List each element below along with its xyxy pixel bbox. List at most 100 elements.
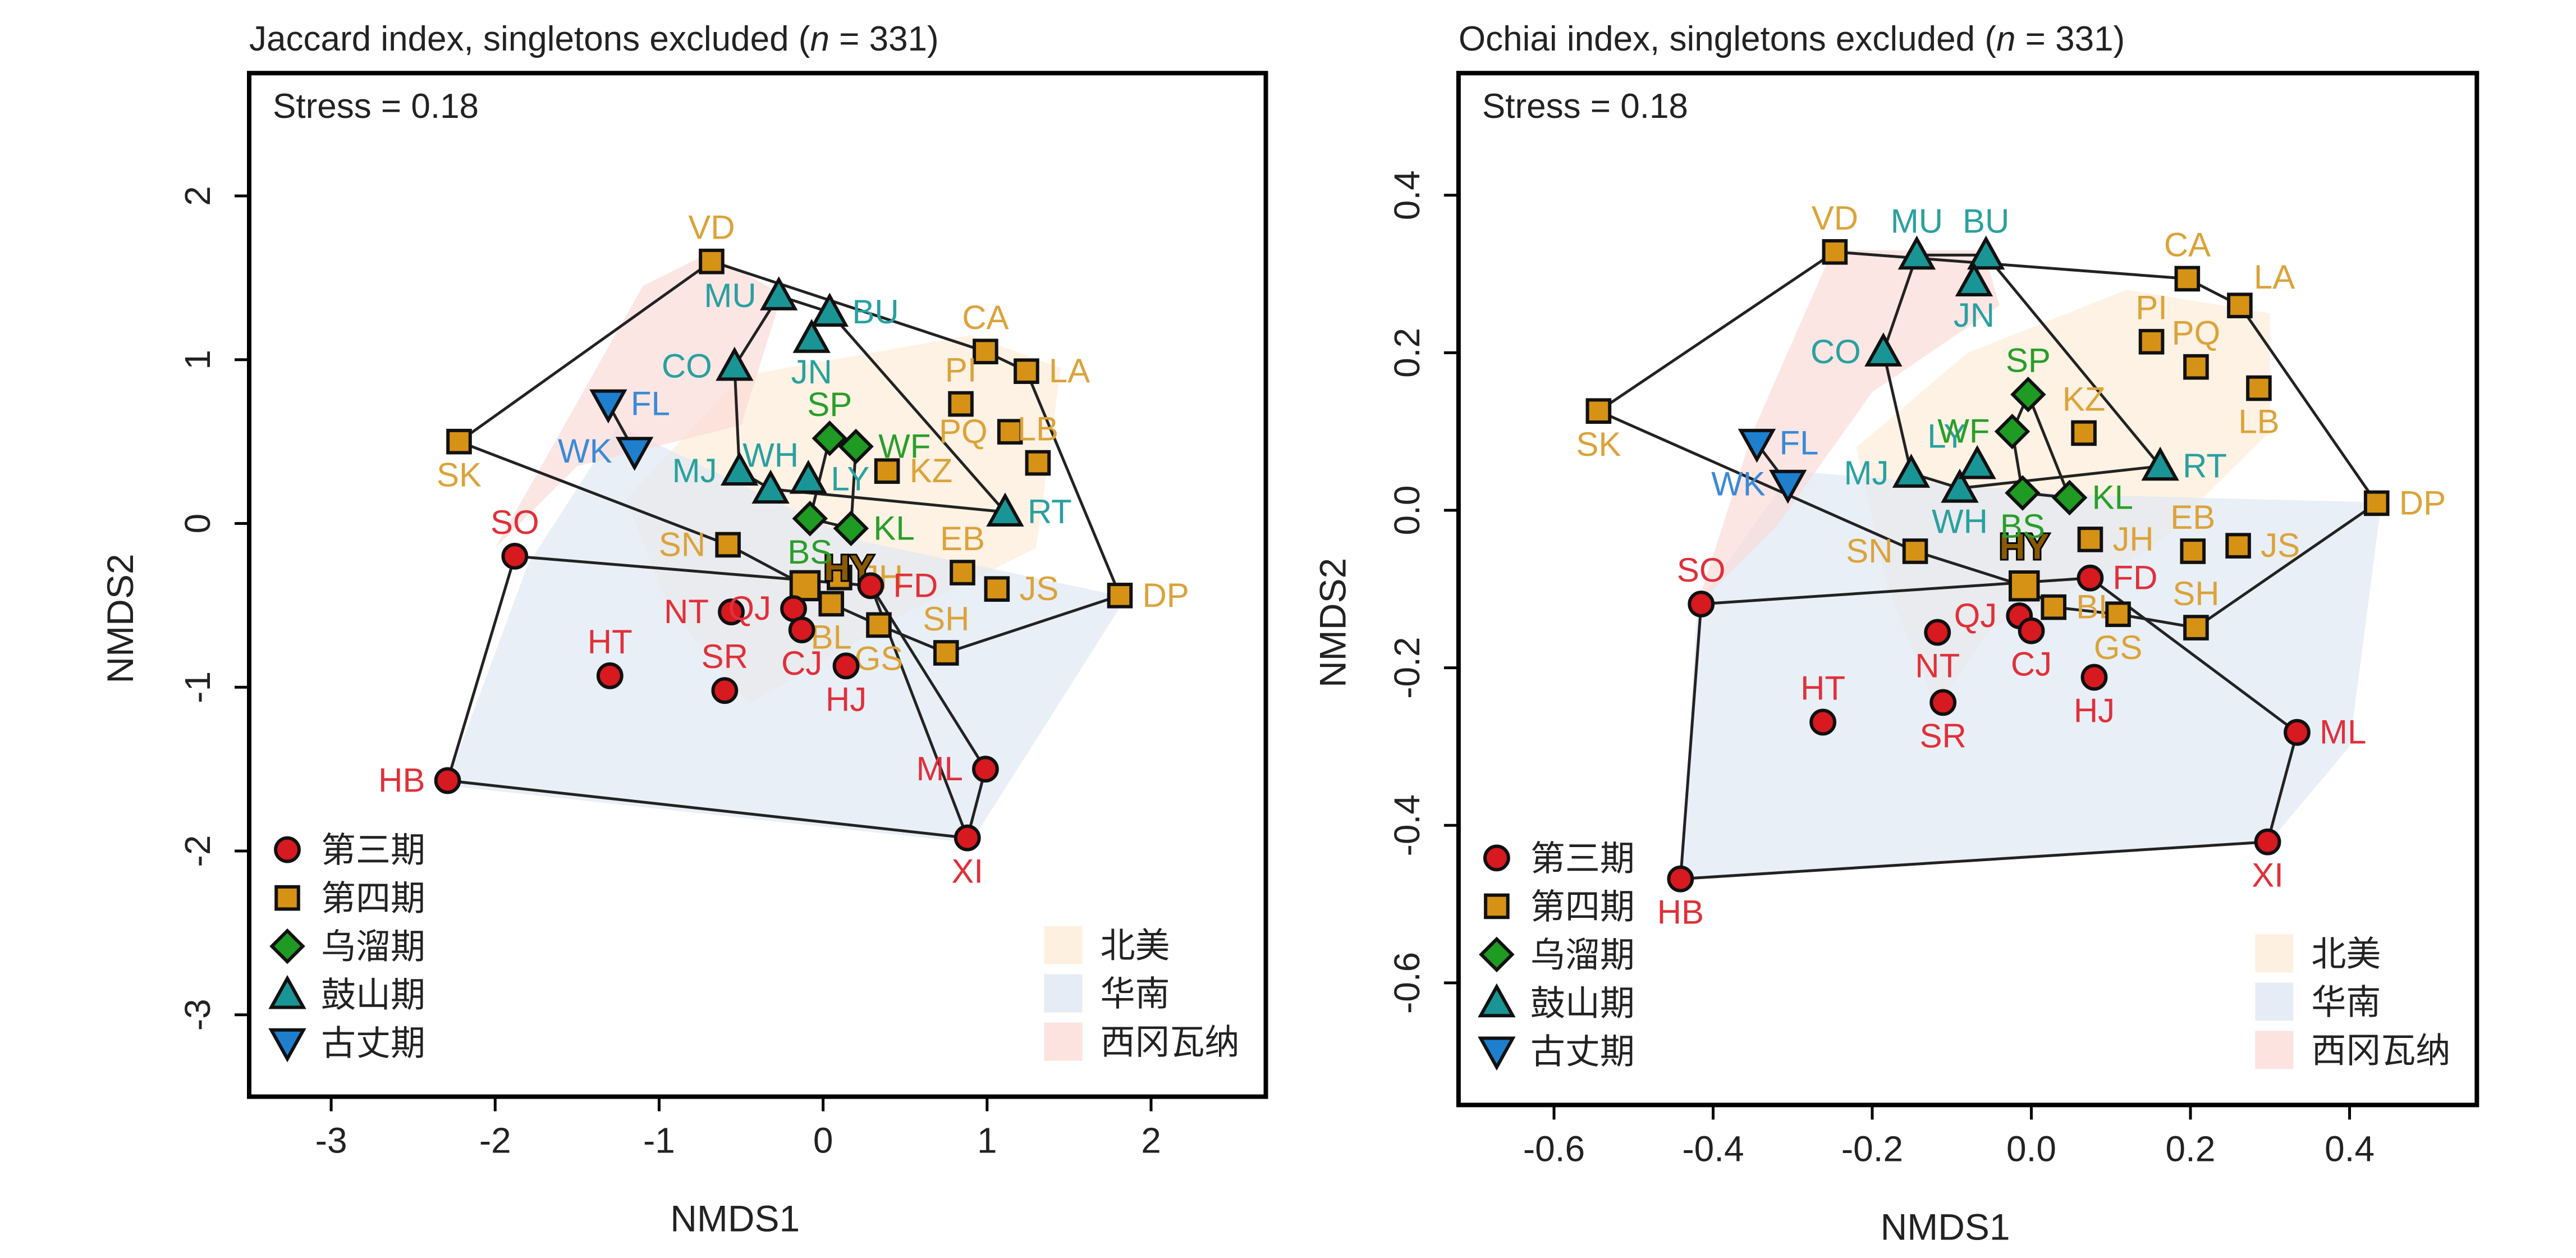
legend-label-na: 北美 xyxy=(1101,927,1170,966)
point-label: HY xyxy=(1999,527,2049,567)
point-label: WK xyxy=(558,432,612,470)
legend-label-gushan: 鼓山期 xyxy=(1530,984,1635,1023)
point-label: SK xyxy=(1576,426,1621,463)
y-tick-label: 0 xyxy=(177,514,218,534)
x-tick-label: 0.0 xyxy=(2006,1128,2056,1169)
point-label: KZ xyxy=(910,452,953,490)
data-point xyxy=(760,276,798,310)
data-point xyxy=(2180,538,2206,564)
data-point xyxy=(434,767,461,794)
region-sc xyxy=(1681,470,2382,881)
data-point xyxy=(789,459,828,494)
ochiai-panel: Ochiai index, singletons excluded (n = 3… xyxy=(1312,20,2479,1247)
data-point xyxy=(984,576,1010,602)
point-label: JS xyxy=(2261,527,2300,564)
data-point xyxy=(2227,292,2253,318)
x-tick-label: -0.2 xyxy=(1841,1128,1903,1169)
point-label: JS xyxy=(1019,570,1058,607)
data-point xyxy=(596,662,624,689)
point-label: JN xyxy=(1954,296,1995,334)
data-point xyxy=(716,346,754,381)
legend-marker-wuliu xyxy=(1479,936,1515,973)
point-label: XI xyxy=(951,853,983,890)
point-label: KZ xyxy=(2062,380,2106,418)
point-label: SH xyxy=(2172,575,2219,612)
legend-label-guzhang: 古丈期 xyxy=(1530,1032,1635,1071)
x-tick-label: 0 xyxy=(813,1120,833,1161)
y-tick-label: -1 xyxy=(177,671,218,703)
data-point xyxy=(2174,266,2201,292)
data-point xyxy=(997,419,1023,445)
data-point xyxy=(857,572,884,600)
data-point xyxy=(615,437,654,471)
legend-label-sc: 华南 xyxy=(1101,975,1170,1014)
point-label: BS xyxy=(787,533,832,571)
point-label: MJ xyxy=(1844,454,1889,492)
point-label: KL xyxy=(873,509,914,547)
point-label: SP xyxy=(807,386,852,423)
point-label: XI xyxy=(2252,857,2284,894)
data-point xyxy=(2246,375,2272,401)
legend-label-p3: 第三期 xyxy=(321,831,425,870)
point-label: WH xyxy=(1932,503,1988,541)
y-tick-label: -0.2 xyxy=(1387,637,1427,698)
y-tick-label: -3 xyxy=(177,999,218,1031)
data-point xyxy=(948,391,974,417)
data-point xyxy=(1892,454,1931,488)
point-label: HY xyxy=(824,547,874,588)
data-point xyxy=(711,677,739,704)
legend-marker-p4 xyxy=(274,885,300,911)
point-label: SO xyxy=(491,504,539,541)
stress-annotation: Stress = 0.18 xyxy=(273,87,479,126)
legend-marker-p3 xyxy=(274,836,301,863)
legend-label-p4: 第四期 xyxy=(321,880,425,918)
point-label: FL xyxy=(1779,424,1818,462)
data-point xyxy=(2041,594,2067,620)
data-point xyxy=(2183,354,2209,380)
point-label: LB xyxy=(1017,410,1058,448)
x-tick-label: -0.6 xyxy=(1523,1128,1585,1169)
point-label: SH xyxy=(923,600,969,638)
point-label: JN xyxy=(791,353,832,391)
legend-marker-p3 xyxy=(1483,844,1510,872)
point-label: BU xyxy=(1963,202,2009,240)
point-label: MU xyxy=(1891,202,1943,240)
point-label: GS xyxy=(2094,629,2143,666)
point-label: RT xyxy=(2183,447,2227,484)
x-tick-label: -1 xyxy=(643,1120,675,1161)
legend-label-p4: 第四期 xyxy=(1530,888,1635,926)
legend-label-wg: 西冈瓦纳 xyxy=(2311,1031,2450,1070)
data-point xyxy=(954,824,981,852)
y-axis-label: NMDS2 xyxy=(99,553,141,683)
data-point xyxy=(2018,617,2045,644)
legend-swatch-wg xyxy=(1044,1022,1083,1061)
y-tick-label: 0.0 xyxy=(1387,486,1427,536)
point-label: NT xyxy=(1915,647,1960,684)
data-point xyxy=(2005,475,2041,511)
data-point xyxy=(1924,619,1951,646)
data-point xyxy=(792,501,828,537)
legend-swatch-sc xyxy=(1044,974,1083,1013)
data-point xyxy=(2010,376,2046,413)
data-point xyxy=(2071,420,2097,446)
data-point xyxy=(971,756,999,783)
point-label: CO xyxy=(662,347,712,385)
data-point xyxy=(832,652,860,680)
y-tick-label: 2 xyxy=(177,186,218,206)
x-tick-label: -0.4 xyxy=(1682,1128,1744,1169)
stress-annotation: Stress = 0.18 xyxy=(1482,87,1688,126)
legend-marker-p4 xyxy=(1484,893,1510,920)
point-label: BL xyxy=(811,618,852,656)
data-point xyxy=(1864,332,1903,367)
data-point xyxy=(1688,591,1715,617)
point-label: ML xyxy=(2320,713,2366,751)
data-point xyxy=(1967,235,2005,270)
point-label: WF xyxy=(878,427,931,465)
point-label: LB xyxy=(2238,403,2279,441)
point-label: HJ xyxy=(826,680,867,718)
point-label: LY xyxy=(831,460,869,498)
legend-marker-guzhang xyxy=(268,1028,306,1063)
data-point xyxy=(1014,358,1039,385)
